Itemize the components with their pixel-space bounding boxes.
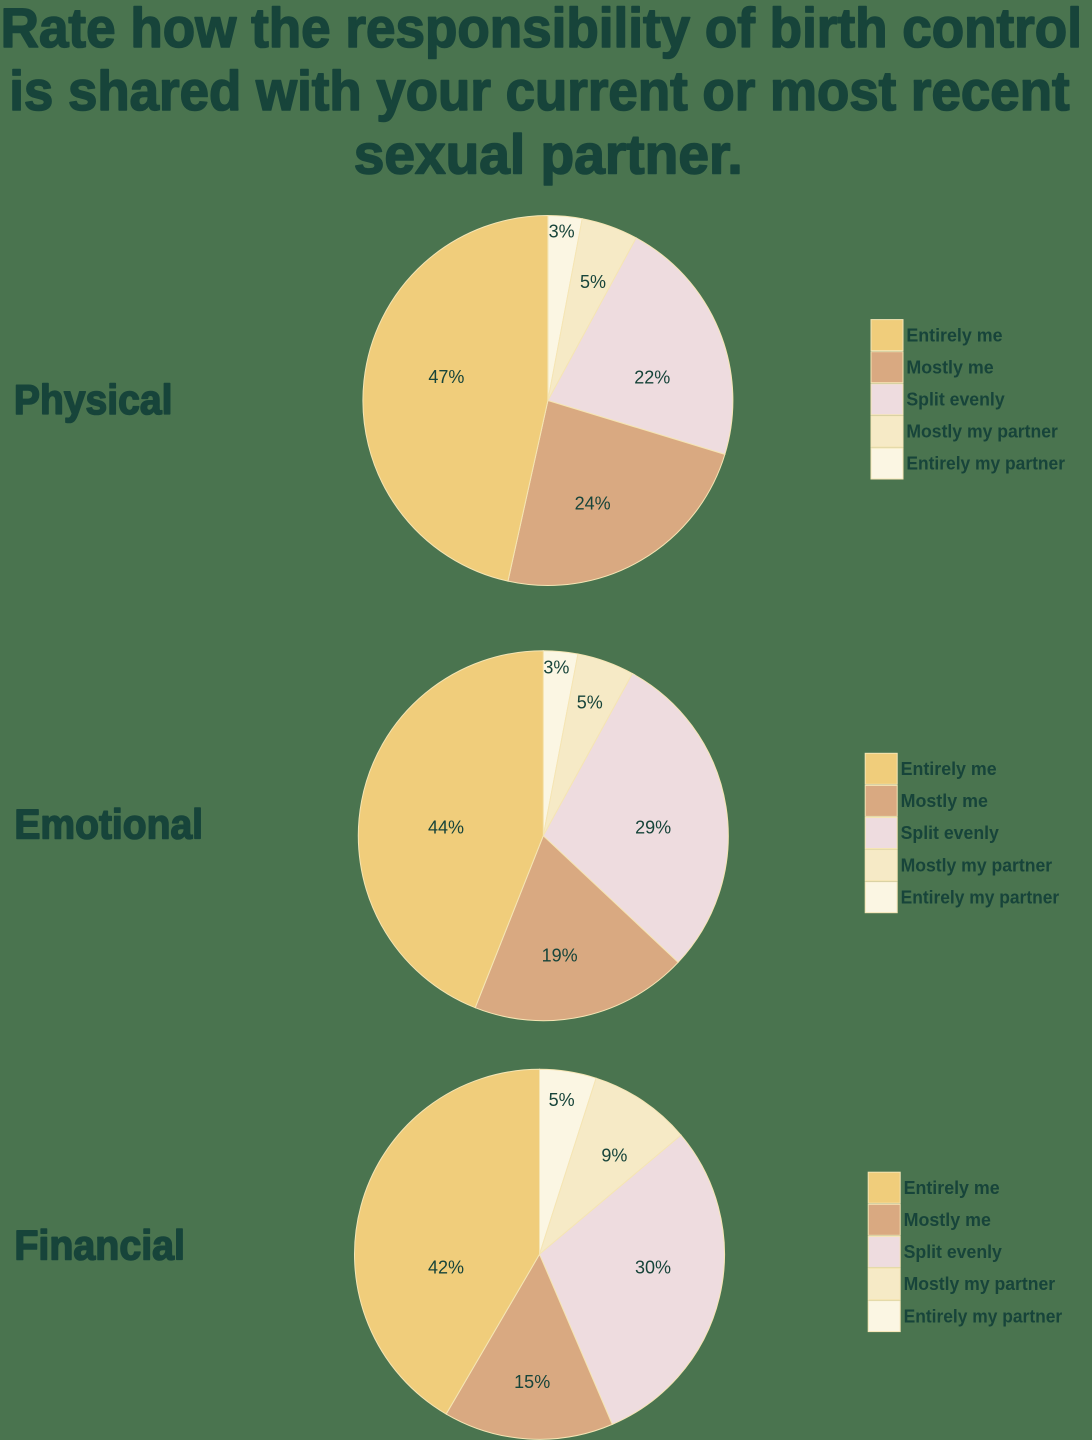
- svg-text:Rate how the responsibility of: Rate how the responsibility of birth con…: [1, 0, 1082, 59]
- svg-text:Financial: Financial: [14, 1222, 185, 1269]
- svg-text:Split evenly: Split evenly: [904, 1242, 1002, 1262]
- svg-text:44%: 44%: [428, 818, 464, 838]
- svg-text:Entirely me: Entirely me: [901, 759, 997, 779]
- svg-text:5%: 5%: [577, 693, 603, 713]
- svg-text:Mostly my partner: Mostly my partner: [901, 855, 1053, 875]
- svg-text:Split evenly: Split evenly: [906, 390, 1004, 410]
- svg-text:Mostly my partner: Mostly my partner: [906, 422, 1058, 442]
- svg-text:Entirely my partner: Entirely my partner: [904, 1306, 1063, 1326]
- svg-text:42%: 42%: [428, 1258, 464, 1278]
- svg-text:sexual partner.: sexual partner.: [354, 123, 743, 186]
- svg-text:3%: 3%: [549, 222, 575, 242]
- svg-text:Mostly me: Mostly me: [906, 357, 993, 377]
- svg-text:24%: 24%: [575, 493, 611, 513]
- svg-text:Entirely my partner: Entirely my partner: [901, 887, 1060, 907]
- svg-text:is shared with your current or: is shared with your current or most rece…: [9, 59, 1069, 122]
- svg-text:5%: 5%: [580, 272, 606, 292]
- svg-text:3%: 3%: [543, 658, 569, 678]
- svg-text:Mostly me: Mostly me: [901, 791, 988, 811]
- svg-text:Split evenly: Split evenly: [901, 823, 999, 843]
- svg-text:Entirely me: Entirely me: [904, 1178, 1000, 1198]
- svg-text:Entirely me: Entirely me: [906, 325, 1002, 345]
- svg-text:Emotional: Emotional: [14, 800, 203, 847]
- svg-text:Mostly my partner: Mostly my partner: [904, 1274, 1056, 1294]
- svg-text:29%: 29%: [635, 818, 671, 838]
- svg-text:Physical: Physical: [14, 376, 173, 423]
- svg-text:5%: 5%: [549, 1090, 575, 1110]
- svg-text:47%: 47%: [428, 367, 464, 387]
- svg-text:15%: 15%: [514, 1372, 550, 1392]
- svg-text:9%: 9%: [601, 1146, 627, 1166]
- svg-text:Mostly me: Mostly me: [904, 1210, 991, 1230]
- svg-text:19%: 19%: [542, 945, 578, 965]
- svg-text:22%: 22%: [634, 367, 670, 387]
- svg-text:30%: 30%: [635, 1258, 671, 1278]
- svg-text:Entirely my partner: Entirely my partner: [906, 454, 1065, 474]
